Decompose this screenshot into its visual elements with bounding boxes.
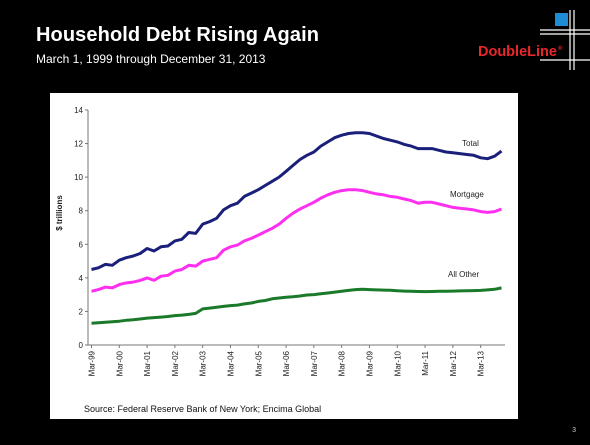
x-tick-label: Mar-11: [421, 350, 430, 375]
y-axis: 0 2 4 6 8 10 12 14: [74, 106, 89, 350]
x-axis: Mar-99 Mar-00 Mar-01 Mar-02 Mar-03 Mar-04 Mar-…: [87, 344, 505, 376]
total-series-line: [91, 131, 503, 271]
page-number: 3: [572, 427, 576, 434]
x-tick-label: Mar-01: [143, 350, 152, 376]
all-other-series-line: [91, 286, 502, 325]
logo-text: DoubleLine®: [478, 44, 562, 60]
y-tick-label: 4: [79, 274, 84, 283]
chart-panel: 0 2 4 6 8 10 12 14 Mar-99 Mar-00 Mar-01 Mar-02 Mar-…: [50, 93, 518, 419]
x-tick-label: Mar-05: [254, 350, 263, 376]
logo-name: DoubleLine: [478, 44, 557, 60]
y-tick-label: 8: [79, 207, 84, 216]
registered-mark: ®: [557, 46, 563, 53]
x-tick-label: Mar-99: [87, 350, 96, 376]
x-tick-label: Mar-06: [282, 350, 291, 376]
mortgage-series-label: Mortgage: [450, 190, 484, 199]
x-tick-label: Mar-12: [449, 350, 458, 376]
y-tick-label: 14: [74, 106, 83, 115]
x-tick-label: Mar-09: [365, 350, 374, 376]
y-tick-label: 0: [79, 341, 84, 350]
mortgage-series-line: [91, 188, 503, 293]
x-tick-label: Mar-08: [338, 350, 347, 376]
x-tick-label: Mar-02: [171, 350, 180, 376]
source-note: Source: Federal Reserve Bank of New York…: [84, 404, 322, 414]
slide-subtitle: March 1, 1999 through December 31, 2013: [36, 52, 266, 66]
y-tick-label: 12: [74, 140, 83, 149]
logo-grid-icon: [540, 10, 590, 70]
total-series-label: Total: [462, 139, 479, 148]
y-tick-label: 6: [79, 240, 84, 249]
series-lines: [91, 131, 503, 325]
slide-title: Household Debt Rising Again: [36, 24, 320, 46]
all-other-series-label: All Other: [448, 270, 479, 279]
y-axis-label: $ trillions: [55, 195, 64, 231]
y-tick-label: 10: [74, 173, 83, 182]
x-tick-label: Mar-10: [393, 350, 402, 376]
series-labels: Total Mortgage All Other: [448, 139, 484, 279]
y-tick-label: 2: [79, 307, 84, 316]
doubleline-logo: [470, 10, 590, 70]
x-tick-label: Mar-13: [477, 350, 486, 376]
x-tick-label: Mar-00: [115, 350, 124, 376]
x-tick-label: Mar-04: [226, 350, 235, 376]
x-tick-label: Mar-07: [310, 350, 319, 376]
x-tick-label: Mar-03: [199, 350, 208, 376]
